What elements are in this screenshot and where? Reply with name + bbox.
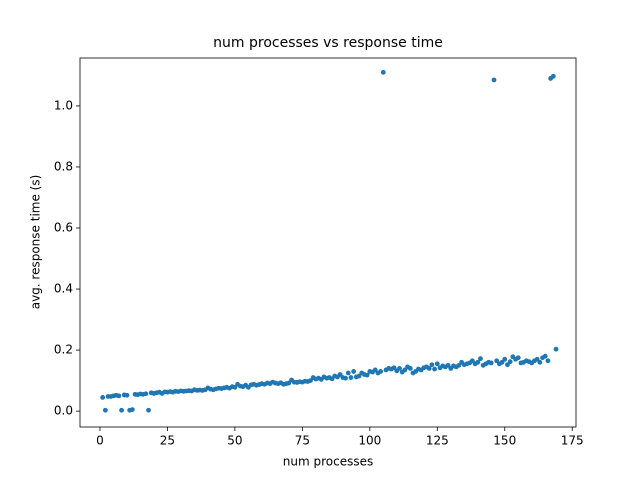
- point: [119, 407, 124, 413]
- point: [351, 369, 357, 374]
- point: [545, 358, 551, 364]
- x-tick-label: 125: [426, 434, 449, 448]
- x-tick-label: 75: [295, 434, 310, 448]
- x-tick-label: 175: [561, 434, 584, 448]
- point: [429, 362, 435, 368]
- x-tick-label: 25: [160, 434, 175, 448]
- point: [553, 346, 559, 352]
- chart-title: num processes vs response time: [213, 35, 443, 51]
- point: [380, 69, 386, 75]
- point: [116, 393, 122, 399]
- point: [343, 375, 348, 381]
- point: [507, 359, 513, 365]
- point: [102, 407, 108, 413]
- point: [407, 365, 413, 371]
- y-tick-label: 0.4: [54, 282, 73, 296]
- point: [124, 392, 130, 398]
- point: [488, 360, 494, 366]
- point: [542, 353, 548, 359]
- point: [491, 77, 497, 83]
- x-tick-label: 100: [358, 434, 381, 448]
- point: [348, 375, 354, 380]
- x-tick-label: 150: [493, 434, 516, 448]
- y-tick-label: 1.0: [54, 98, 73, 112]
- point: [143, 391, 149, 397]
- point: [100, 394, 106, 400]
- point: [502, 356, 508, 362]
- point: [345, 370, 351, 376]
- y-tick-label: 0.2: [54, 343, 73, 357]
- y-axis-label: avg. response time (s): [29, 175, 43, 310]
- point: [432, 366, 437, 372]
- x-tick-label: 0: [96, 434, 104, 448]
- x-axis-label: num processes: [283, 455, 373, 469]
- point: [397, 365, 402, 371]
- point: [550, 73, 556, 79]
- point: [146, 407, 151, 413]
- y-tick-label: 0.0: [54, 404, 73, 418]
- point: [434, 361, 440, 367]
- y-tick-label: 0.8: [54, 159, 73, 173]
- point: [515, 355, 521, 361]
- point: [426, 365, 432, 371]
- point: [475, 359, 481, 365]
- plot-frame: [79, 57, 577, 428]
- point: [478, 356, 483, 362]
- y-tick-label: 0.6: [54, 221, 73, 235]
- point: [364, 372, 370, 378]
- point: [129, 407, 135, 413]
- point: [537, 359, 543, 365]
- point: [378, 369, 384, 374]
- x-tick-label: 50: [227, 434, 242, 448]
